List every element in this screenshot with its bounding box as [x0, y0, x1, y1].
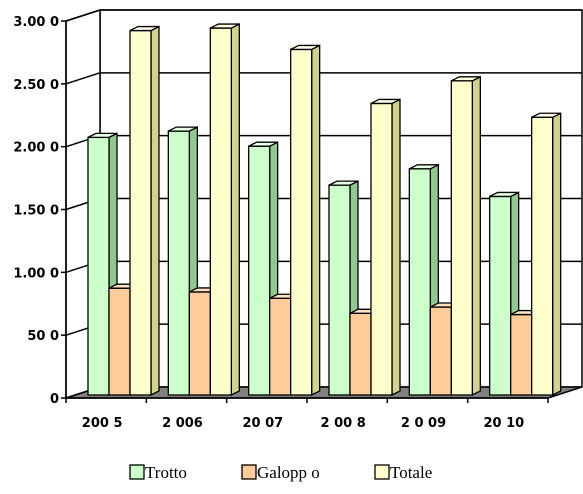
gridline-side: [65, 9, 101, 22]
y-tick-label: 3.00 0: [13, 15, 59, 30]
bar: [450, 75, 481, 397]
x-tick-label: 20 10: [483, 416, 524, 431]
legend-label: Trotto: [145, 463, 187, 482]
y-tick-label: 2.00 0: [13, 141, 59, 156]
x-tick-label: 2 00 8: [321, 416, 366, 431]
legend-item: Galopp o: [241, 463, 320, 482]
y-tick-label: 2.50 0: [13, 78, 59, 93]
legend-swatch: [374, 464, 390, 480]
x-axis: 200 5 2 006 20 07 2 00 8 2 0 09 20 10: [65, 397, 549, 431]
bar: [129, 25, 160, 397]
x-tick-label: 200 5: [82, 416, 123, 431]
y-tick-label: 1.50 0: [13, 204, 59, 219]
y-axis: 0 50 0 1.00 0 1.50 0 2.00 0 2.50 0 3.00 0: [13, 15, 67, 407]
x-tick-label: 2 0 09: [401, 416, 446, 431]
legend-item: Trotto: [129, 463, 187, 482]
y-tick-label: 1.00 0: [13, 266, 59, 281]
legend-swatch: [241, 464, 257, 480]
legend-label: Galopp o: [257, 463, 320, 482]
bar: [209, 23, 240, 397]
legend-label: Totale: [390, 463, 432, 482]
x-tick-label: 20 07: [242, 416, 283, 431]
x-tick-label: 2 006: [162, 416, 203, 431]
legend-item: Totale: [374, 463, 432, 482]
bar: [531, 112, 562, 397]
bars: [87, 23, 562, 397]
legend: Trotto Galopp o Totale: [129, 463, 432, 482]
gridline-side: [65, 72, 101, 85]
y-tick-label: 0: [50, 392, 59, 407]
y-tick-label: 50 0: [27, 329, 59, 344]
bar: [370, 98, 401, 397]
bar: [290, 44, 321, 397]
legend-swatch: [129, 464, 145, 480]
